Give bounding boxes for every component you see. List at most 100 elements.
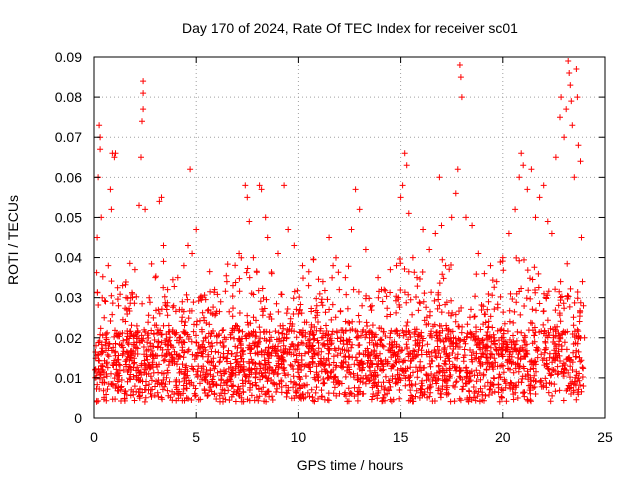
data-point <box>161 356 168 363</box>
data-point <box>281 182 288 189</box>
data-point <box>375 387 382 394</box>
data-point <box>510 384 517 391</box>
data-point <box>335 269 342 276</box>
data-point <box>406 374 413 381</box>
data-point <box>208 348 215 355</box>
data-point <box>339 327 346 334</box>
data-point <box>569 122 576 129</box>
data-point <box>485 324 492 331</box>
data-point <box>510 391 517 398</box>
data-point <box>240 389 247 396</box>
data-point <box>500 369 507 376</box>
data-point <box>556 310 563 317</box>
data-point <box>290 373 297 380</box>
data-point <box>551 347 558 354</box>
data-point <box>387 334 393 341</box>
data-point <box>200 337 207 344</box>
data-point <box>288 351 295 358</box>
data-point <box>145 319 152 326</box>
data-point <box>256 324 263 331</box>
data-point <box>188 379 195 386</box>
data-point <box>534 354 541 361</box>
data-point <box>218 390 225 397</box>
data-point <box>359 302 366 309</box>
data-point <box>451 398 458 405</box>
data-point <box>115 387 122 394</box>
data-point <box>255 339 261 346</box>
data-point <box>342 274 349 281</box>
data-point <box>543 332 549 339</box>
data-point <box>520 337 527 344</box>
data-point <box>142 206 149 213</box>
data-point <box>531 332 537 339</box>
data-point <box>557 358 563 364</box>
data-point <box>186 308 193 314</box>
data-point <box>556 387 563 394</box>
data-point <box>148 327 155 334</box>
data-point <box>454 166 461 173</box>
data-point <box>452 318 459 325</box>
data-point <box>380 394 386 401</box>
data-point <box>328 368 335 375</box>
data-point <box>306 364 312 371</box>
data-point <box>240 363 247 370</box>
data-point <box>288 341 295 348</box>
data-point <box>529 306 536 313</box>
data-point <box>246 342 253 349</box>
data-point <box>235 327 242 334</box>
data-point <box>326 234 333 241</box>
data-point <box>405 336 412 343</box>
data-point <box>342 359 349 365</box>
data-point <box>99 379 106 386</box>
data-point <box>556 338 563 345</box>
data-point <box>287 361 294 368</box>
data-point <box>291 288 298 295</box>
data-point <box>573 347 580 354</box>
data-point <box>446 373 453 380</box>
data-point <box>337 338 344 345</box>
data-point <box>123 306 130 313</box>
data-point <box>491 388 498 395</box>
data-point <box>188 338 195 345</box>
data-point <box>507 358 514 365</box>
data-point <box>142 366 149 373</box>
data-point <box>499 254 506 261</box>
data-point <box>416 343 423 349</box>
data-point <box>460 358 467 365</box>
data-point <box>160 258 167 265</box>
data-point <box>380 361 387 368</box>
data-point <box>99 345 106 352</box>
data-point <box>392 352 399 359</box>
data-point <box>325 345 331 352</box>
data-point <box>469 358 476 365</box>
data-point <box>169 276 176 283</box>
data-point <box>231 335 237 342</box>
data-point <box>564 328 571 335</box>
data-point <box>441 369 448 376</box>
data-point <box>255 287 262 294</box>
data-point <box>493 347 500 354</box>
data-point <box>182 366 189 373</box>
data-point <box>167 394 174 401</box>
data-point <box>396 387 403 393</box>
data-point <box>533 307 539 314</box>
data-point <box>105 353 112 360</box>
data-point <box>388 354 395 361</box>
data-point <box>446 352 453 358</box>
data-point <box>263 337 270 344</box>
data-point <box>110 344 117 351</box>
data-point <box>416 364 423 371</box>
data-point <box>530 365 537 372</box>
data-point <box>232 262 239 269</box>
data-point <box>109 396 116 403</box>
data-point <box>441 346 448 353</box>
data-point <box>258 388 265 395</box>
data-point <box>366 377 373 384</box>
data-point <box>175 388 182 395</box>
data-point <box>485 298 492 305</box>
data-point <box>345 263 352 270</box>
data-point <box>235 383 242 390</box>
data-point <box>253 269 260 276</box>
data-point <box>278 389 285 396</box>
data-point <box>436 280 443 287</box>
